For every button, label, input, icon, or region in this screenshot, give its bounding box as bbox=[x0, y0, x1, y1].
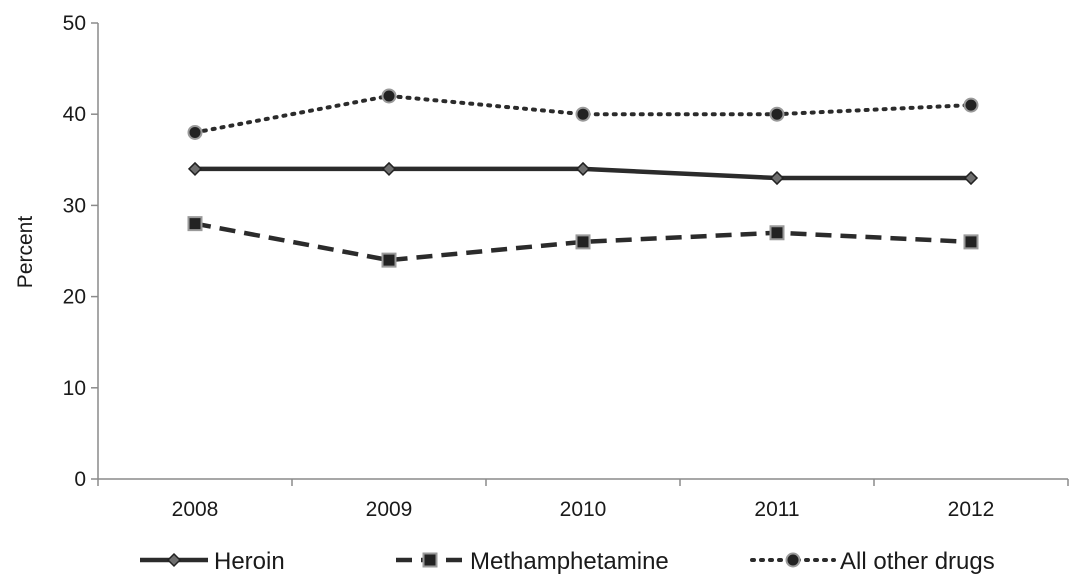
series-line bbox=[194, 221, 972, 263]
x-tick-label: 2012 bbox=[948, 498, 995, 521]
legend-item: Heroin bbox=[140, 548, 285, 574]
series-all-other-drugs bbox=[187, 88, 979, 140]
legend-label: Methamphetamine bbox=[470, 548, 669, 574]
data-point bbox=[187, 124, 203, 140]
x-tick-label: 2010 bbox=[560, 498, 607, 521]
y-axis: 0 10 20 30 40 50 bbox=[63, 12, 99, 491]
data-point bbox=[381, 161, 397, 176]
data-point bbox=[575, 234, 591, 250]
series-line bbox=[193, 93, 973, 135]
legend-marker bbox=[166, 552, 182, 568]
data-point bbox=[963, 170, 979, 186]
x-axis: 2008 2009 2010 2011 2012 bbox=[97, 478, 1069, 521]
y-tick-label: 20 bbox=[63, 286, 86, 309]
y-tick-label: 30 bbox=[63, 194, 86, 217]
data-point bbox=[187, 161, 203, 176]
data-point bbox=[963, 234, 979, 250]
plot-area bbox=[187, 88, 979, 268]
y-axis-label: Percent bbox=[14, 216, 37, 289]
data-point bbox=[963, 97, 979, 113]
data-point bbox=[381, 252, 397, 268]
x-tick-label: 2009 bbox=[366, 498, 413, 521]
data-point bbox=[381, 88, 397, 104]
legend-label: Heroin bbox=[214, 548, 285, 574]
series-methamphetamine bbox=[187, 216, 979, 268]
data-point bbox=[769, 225, 785, 241]
y-tick-label: 0 bbox=[74, 468, 86, 491]
data-point bbox=[575, 106, 591, 122]
legend-item: Methamphetamine bbox=[396, 548, 669, 574]
data-point bbox=[187, 216, 203, 232]
y-tick-label: 40 bbox=[63, 103, 86, 126]
legend-marker bbox=[785, 552, 801, 568]
series-heroin bbox=[187, 161, 979, 186]
legend-marker bbox=[422, 552, 438, 568]
x-tick-label: 2008 bbox=[172, 498, 219, 521]
x-tick-label: 2011 bbox=[754, 498, 799, 521]
data-point bbox=[575, 161, 591, 176]
legend-item: All other drugs bbox=[750, 548, 995, 574]
data-point bbox=[769, 170, 785, 186]
y-tick-label: 10 bbox=[63, 377, 86, 400]
data-point bbox=[769, 106, 785, 122]
y-tick-label: 50 bbox=[63, 12, 86, 35]
legend-label: All other drugs bbox=[840, 548, 995, 574]
legend: Heroin Methamphetamine All other drugs bbox=[140, 548, 995, 574]
